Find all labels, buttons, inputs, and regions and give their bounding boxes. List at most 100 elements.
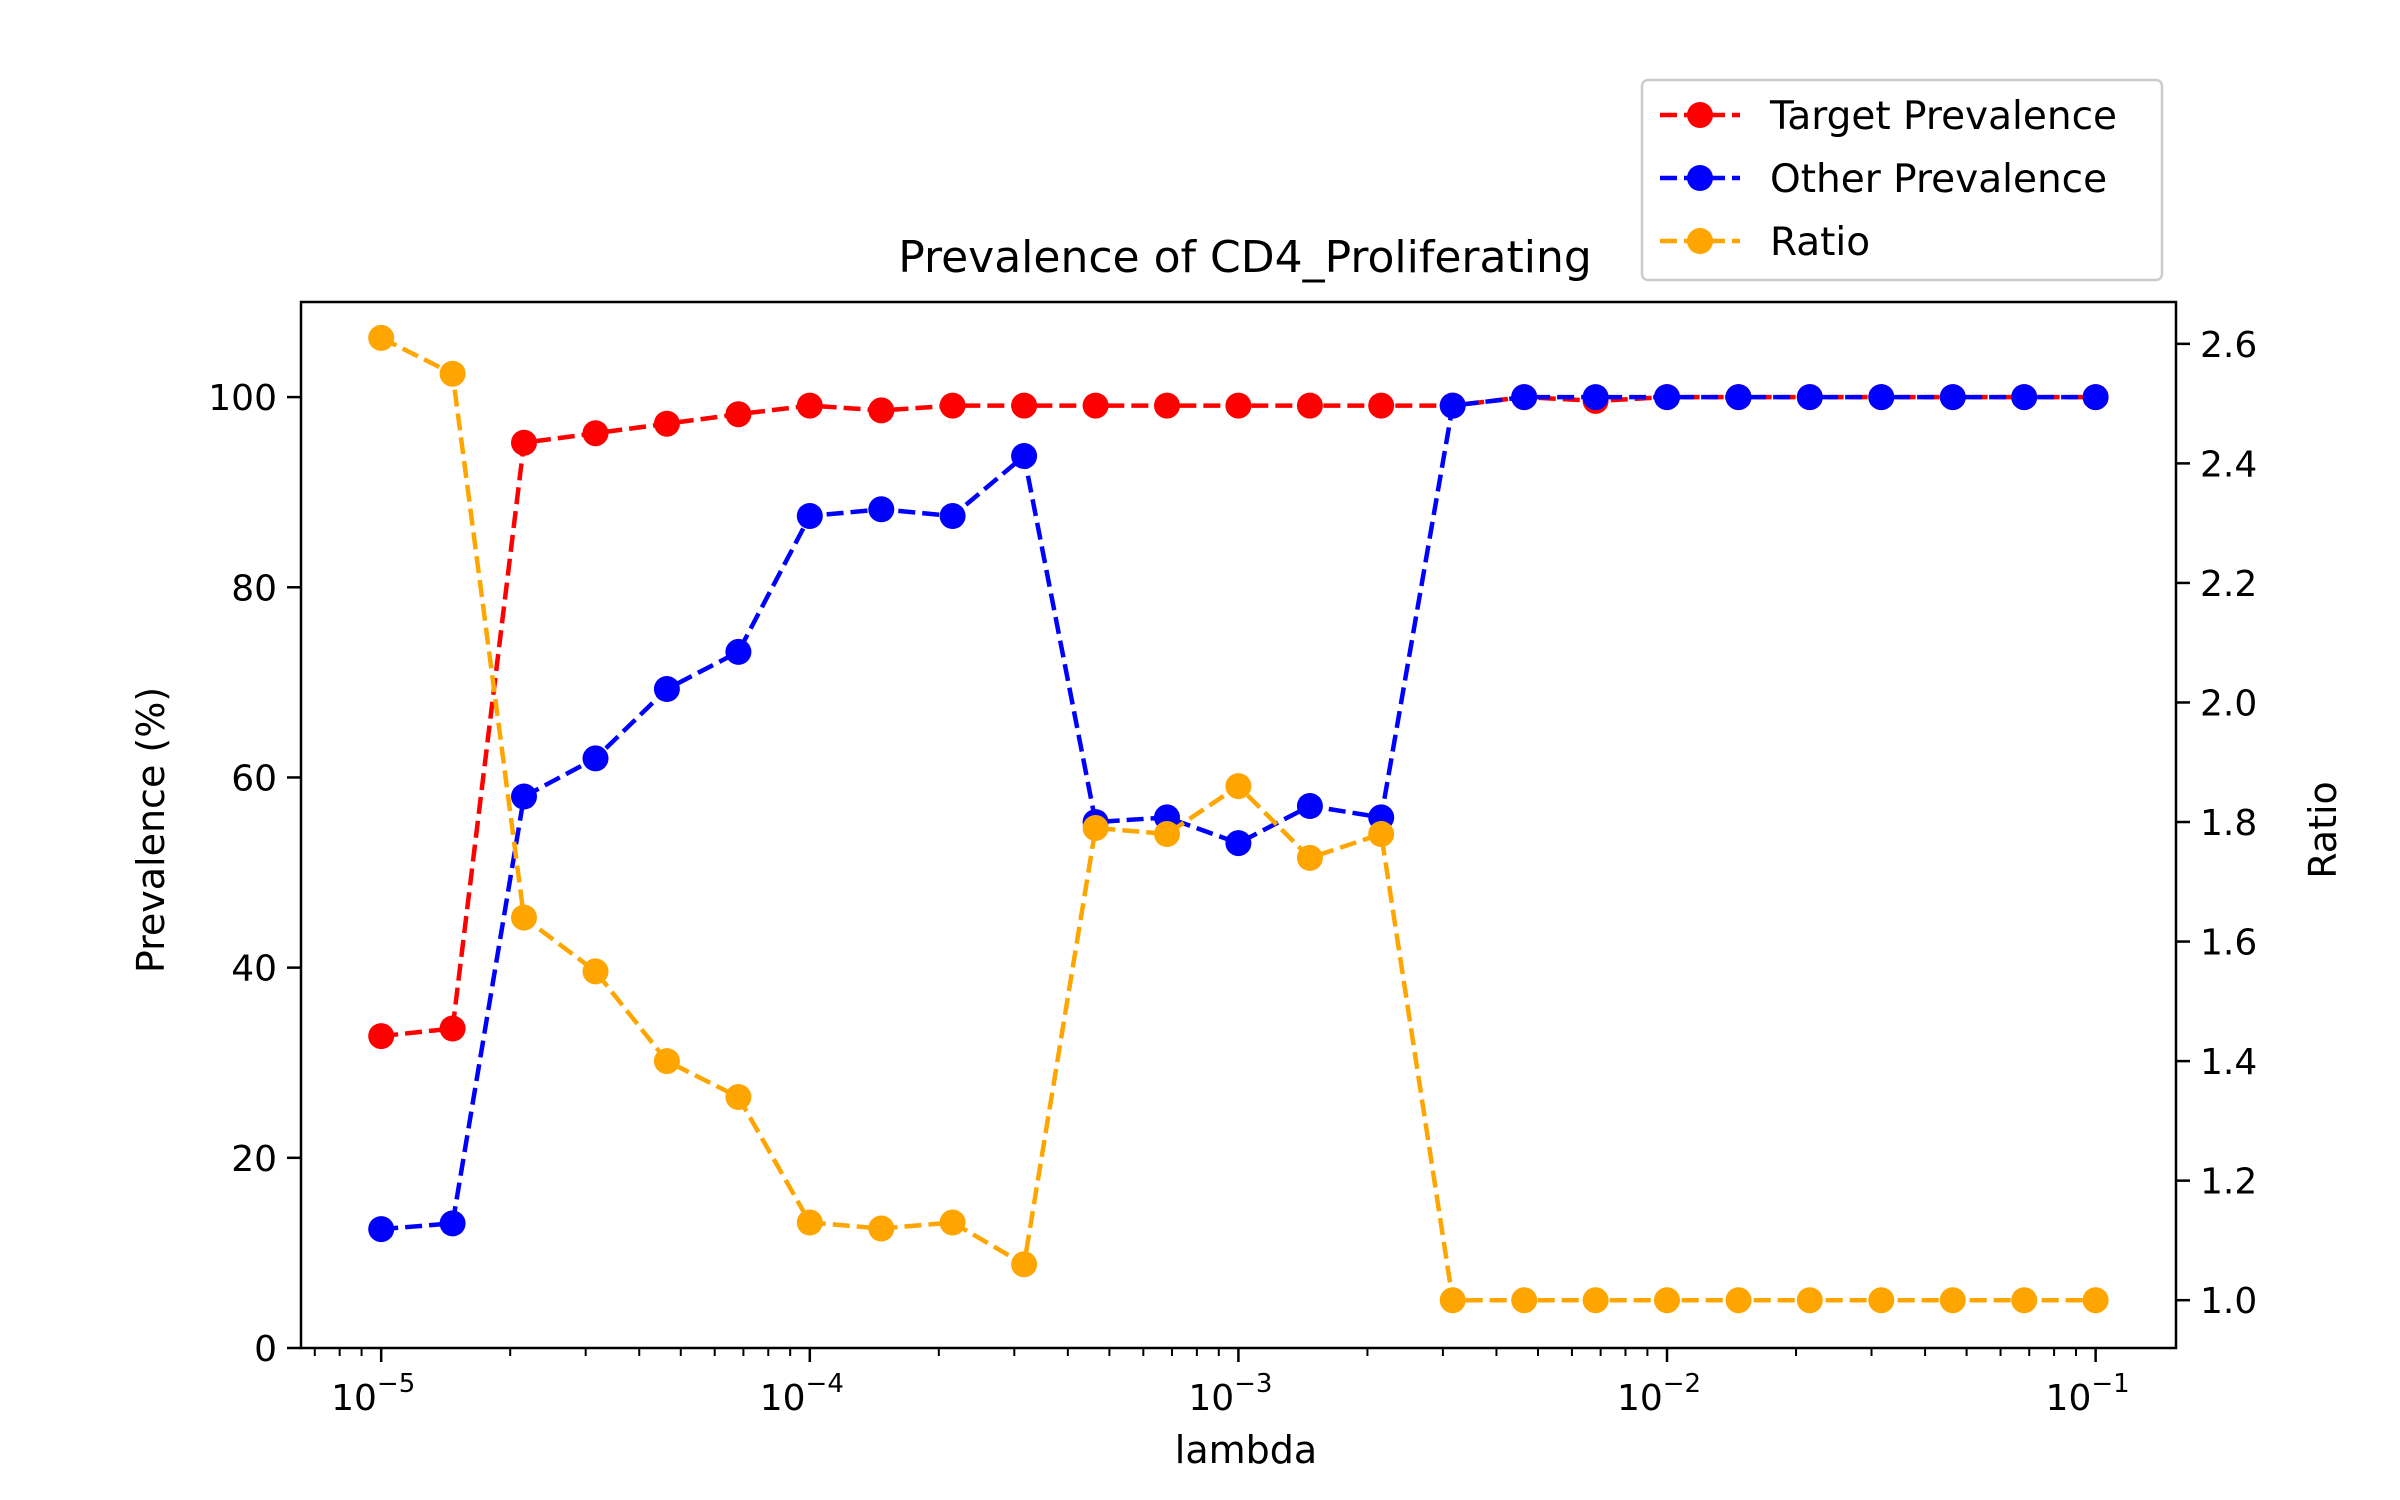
data-point (1225, 392, 1252, 419)
y-tick-label: 60 (231, 758, 277, 799)
data-point (368, 1216, 395, 1243)
x-tick-exponent: −3 (1234, 1369, 1272, 1399)
data-point (1511, 1287, 1538, 1314)
y-tick-label: 80 (231, 568, 277, 609)
data-point (725, 1084, 752, 1110)
data-point (1082, 815, 1109, 841)
data-point (1439, 1287, 1466, 1314)
data-point (439, 360, 466, 387)
y-tick-label: 20 (231, 1139, 277, 1180)
data-point (1225, 830, 1252, 857)
series-0 (368, 384, 2109, 1050)
data-point (1654, 384, 1680, 411)
data-point (1582, 384, 1609, 411)
legend-label: Ratio (1770, 220, 1870, 265)
x-tick-label: 10−2 (1617, 1369, 1701, 1419)
x-tick-base: 10 (1617, 1378, 1663, 1419)
y2-tick-label: 1.4 (2200, 1042, 2257, 1083)
data-point (368, 1023, 395, 1050)
data-point (511, 904, 537, 931)
data-point (868, 397, 895, 424)
axes: 10−5 10−4 10−3 10−2 10−10204060801001.01.21.… (208, 300, 2257, 1419)
data-point (939, 1209, 966, 1236)
data-point (1796, 1287, 1823, 1314)
x-tick-exponent: −5 (377, 1369, 415, 1399)
data-point (582, 958, 609, 985)
data-point (939, 503, 966, 529)
plot-area (368, 324, 2109, 1314)
data-point (1439, 392, 1466, 419)
x-tick-base: 10 (760, 1378, 806, 1419)
data-point (796, 392, 823, 419)
data-point (796, 503, 823, 529)
y2-tick-label: 1.2 (2200, 1162, 2257, 1203)
legend-entry: Ratio (1660, 220, 1870, 265)
data-point (1725, 384, 1752, 411)
data-point (725, 401, 752, 428)
x-axis: 10−5 10−4 10−3 10−2 10−1 (313, 1348, 2130, 1419)
data-point (1582, 1287, 1609, 1314)
data-point (2011, 384, 2038, 411)
legend-box (1640, 78, 2164, 282)
x-tick-label: 10−4 (760, 1369, 844, 1419)
x-tick-base: 10 (2046, 1378, 2092, 1419)
series-line (380, 335, 2096, 1303)
x-axis-label: lambda (1175, 1428, 1317, 1472)
y2-tick-label: 1.6 (2200, 923, 2257, 964)
data-point (1011, 392, 1038, 419)
legend-marker (1687, 165, 1713, 191)
data-point (653, 676, 680, 702)
data-point (1225, 773, 1252, 800)
data-point (1082, 392, 1109, 419)
data-point (653, 410, 680, 437)
legend-marker (1687, 228, 1713, 254)
y2-axis: 1.0 1.2 1.4 1.6 1.8 2.0 2.2 2.4 2.6 (2176, 325, 2257, 1322)
legend-entry: Other Prevalence (1660, 157, 2107, 202)
data-point (2082, 1287, 2109, 1314)
plot-frame (299, 300, 2178, 1350)
data-point (868, 1215, 895, 1242)
y-axis: 0 20 40 60 80 100 (208, 378, 301, 1370)
data-point (1939, 384, 1966, 411)
y2-tick-label: 2.6 (2200, 325, 2257, 366)
data-point (2082, 384, 2109, 411)
data-point (1511, 384, 1538, 411)
legend-marker (1687, 102, 1713, 128)
data-point (368, 324, 395, 351)
x-tick-label: 10−1 (2046, 1369, 2130, 1419)
legend-label: Other Prevalence (1770, 157, 2107, 202)
y2-axis-label: Ratio (2301, 781, 2345, 879)
series-line (380, 394, 2096, 1039)
series-2 (368, 324, 2109, 1314)
data-point (1368, 392, 1395, 419)
data-point (511, 429, 537, 456)
chart-title: Prevalence of CD4_Proliferating (898, 232, 1592, 283)
data-point (868, 496, 895, 523)
y2-tick-label: 2.0 (2200, 683, 2257, 724)
y2-tick-label: 2.4 (2200, 444, 2257, 485)
y2-tick-label: 1.8 (2200, 803, 2257, 844)
y-axis-label: Prevalence (%) (129, 687, 173, 973)
data-point (1868, 1287, 1895, 1314)
data-point (1296, 793, 1323, 819)
x-tick-exponent: −2 (1663, 1369, 1701, 1399)
data-point (653, 1048, 680, 1075)
x-tick-base: 10 (331, 1378, 377, 1419)
series-line (381, 394, 2096, 1232)
data-point (1154, 821, 1180, 847)
data-point (2011, 1287, 2038, 1314)
data-point (1154, 392, 1180, 419)
y2-tick-label: 2.2 (2200, 564, 2257, 605)
data-point (1011, 443, 1038, 469)
legend-label: Target Prevalence (1769, 94, 2117, 139)
data-point (439, 1015, 466, 1042)
data-point (1296, 844, 1323, 871)
x-tick-base: 10 (1188, 1378, 1234, 1419)
data-point (796, 1209, 823, 1236)
data-point (1296, 392, 1323, 419)
y-tick-label: 100 (208, 378, 277, 419)
data-point (1011, 1251, 1038, 1278)
series-1 (368, 384, 2109, 1243)
data-point (1368, 821, 1395, 847)
